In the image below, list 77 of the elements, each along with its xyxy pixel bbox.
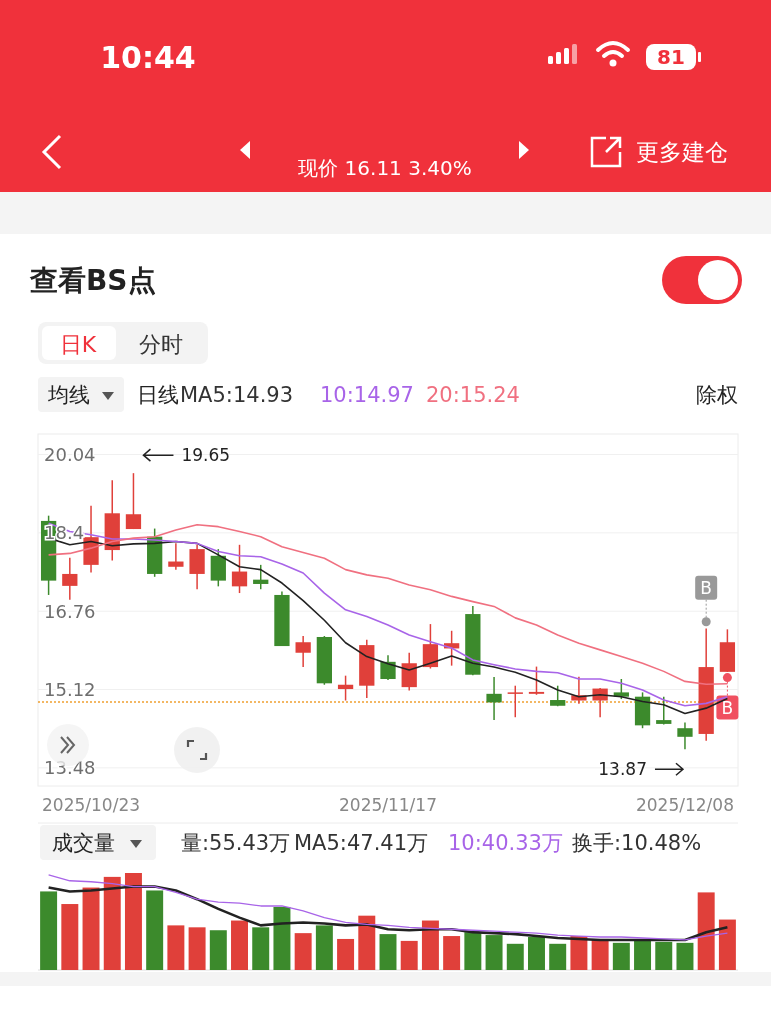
bar (655, 941, 673, 970)
text: 10:44 (100, 39, 196, 75)
bar (591, 938, 609, 970)
bar (209, 930, 227, 970)
candlestick (337, 674, 354, 702)
chart-title: 现价 16.11 3.40% (298, 156, 472, 180)
candlestick (253, 564, 269, 590)
bar (612, 942, 630, 970)
text: 分时 (139, 331, 183, 357)
y-tick-label: 20.04 (44, 444, 96, 466)
candlestick (168, 542, 184, 571)
bar (570, 936, 588, 970)
bar (421, 920, 439, 970)
bar (400, 940, 418, 970)
candlestick (507, 684, 523, 718)
text: 日线 (137, 383, 179, 407)
text: 日K (59, 331, 97, 357)
chart-title: 成交量 (52, 831, 115, 855)
annotation: B (700, 577, 713, 598)
bar (337, 938, 355, 970)
bar (379, 934, 397, 970)
bar (528, 937, 545, 970)
bar (61, 904, 79, 970)
annotation: B (721, 697, 734, 718)
bar (40, 891, 58, 970)
bar (82, 887, 100, 970)
x-tick-label: 2025/11/17 (339, 795, 437, 815)
text: 81 (657, 45, 685, 69)
bar (443, 936, 461, 970)
bar (464, 932, 482, 970)
bar (676, 942, 694, 970)
candlestick (422, 623, 439, 670)
x-tick-label: 2025/10/23 (42, 795, 141, 815)
candlestick (380, 654, 396, 681)
bar (188, 927, 206, 970)
text: 10:40.33万 (448, 831, 563, 855)
bar (103, 876, 121, 970)
candlestick (295, 635, 311, 668)
text: MA5:14.93 (180, 383, 294, 407)
candlestick (486, 676, 502, 721)
bar (146, 890, 164, 970)
text: 换手:10.48% (572, 831, 702, 855)
text: 量:55.43万 (181, 831, 291, 855)
candlestick (125, 472, 142, 530)
text: 10:14.97 (320, 383, 414, 407)
annotation: 13.87 (598, 759, 647, 780)
bar (718, 919, 736, 970)
candlestick (62, 556, 78, 601)
bar (231, 920, 248, 970)
bar (294, 933, 312, 970)
bar (697, 892, 715, 970)
text: 除权 (696, 383, 738, 407)
bar (273, 906, 291, 970)
text: 均线 (47, 383, 90, 407)
bar (634, 939, 652, 970)
text: 查看BS点 (29, 263, 156, 297)
candlestick (231, 544, 248, 594)
y-tick-label: 13.48 (44, 757, 96, 779)
y-tick-label: 15.12 (44, 679, 96, 701)
y-tick-label: 16.76 (44, 600, 96, 622)
text: 更多建仓 (636, 139, 728, 165)
bar (124, 873, 142, 970)
candlestick (401, 652, 417, 692)
bar (485, 935, 503, 970)
x-tick-label: 2025/12/08 (635, 795, 734, 815)
bar (315, 925, 333, 970)
candlestick (528, 665, 545, 696)
candlestick (656, 695, 672, 726)
text: MA5:47.41万 (294, 831, 429, 855)
text: 20:15.24 (426, 383, 520, 407)
candlestick (677, 721, 693, 750)
bar (549, 943, 567, 970)
bar (167, 925, 185, 970)
bar (252, 927, 270, 970)
bar (506, 943, 524, 970)
annotation: 19.65 (181, 445, 231, 466)
bar (358, 915, 376, 970)
